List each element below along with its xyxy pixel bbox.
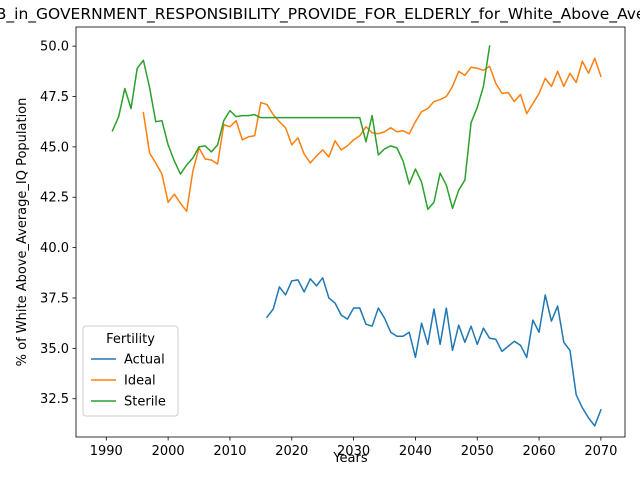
legend-box <box>82 325 179 417</box>
legend: Fertility Actual Ideal Sterile <box>82 325 179 417</box>
y-tick-label: 40.0 <box>40 241 69 256</box>
y-tick-label: 32.5 <box>40 392 69 407</box>
y-axis-label: % of White Above_Average_IQ Population <box>15 98 30 367</box>
x-tick-label: 2050 <box>461 444 494 459</box>
series-line-actual <box>265 277 602 427</box>
y-tick-label: 50.0 <box>40 40 69 55</box>
legend-label-actual: Actual <box>124 353 165 368</box>
y-tick-label: 42.5 <box>40 191 69 206</box>
x-tick-label: 2060 <box>523 444 556 459</box>
x-tick-label: 2010 <box>213 444 246 459</box>
y-tick-label: 45.0 <box>40 140 69 155</box>
plot-lines <box>111 45 602 427</box>
series-line-ideal <box>142 57 602 213</box>
legend-title: Fertility <box>106 332 155 347</box>
x-tick-label: 2030 <box>337 444 370 459</box>
y-tick-label: 47.5 <box>40 90 69 105</box>
x-tick-label: 1990 <box>90 444 123 459</box>
legend-label-sterile: Sterile <box>124 395 166 410</box>
x-tick-label: 2070 <box>584 444 617 459</box>
legend-label-ideal: Ideal <box>124 374 156 389</box>
y-axis-ticks: 32.5 35.0 37.5 40.0 42.5 45.0 47.5 50.0 <box>40 40 76 407</box>
y-tick-label: 37.5 <box>40 291 69 306</box>
plot-frame <box>75 26 626 438</box>
x-tick-label: 2000 <box>152 444 185 459</box>
series-line-sterile <box>111 45 491 211</box>
x-tick-label: 2020 <box>275 444 308 459</box>
x-tick-label: 2040 <box>399 444 432 459</box>
chart-title: B_in_GOVERNMENT_RESPONSIBILITY_PROVIDE_F… <box>0 5 640 24</box>
x-axis-label: Years <box>332 451 368 466</box>
x-axis-ticks: 1990 2000 2010 2020 2030 2040 2050 2060 2070 <box>90 437 617 459</box>
y-tick-label: 35.0 <box>40 342 69 357</box>
